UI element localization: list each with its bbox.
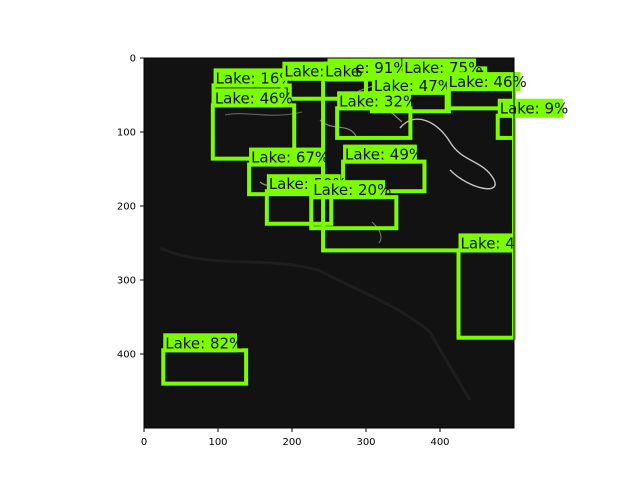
detection-label-bg (323, 61, 356, 81)
x-tick-label: 100 (208, 437, 227, 448)
detection-label-bg (213, 68, 288, 88)
satellite-image (144, 58, 514, 428)
detection-label: Lake: 49% (345, 146, 423, 164)
detection-label: Lake: 67% (251, 149, 329, 167)
detection-label-bg (458, 233, 516, 253)
detection-label-bg (163, 333, 238, 353)
x-tick-label: 300 (356, 437, 375, 448)
detection-labels: Lake: 91%Lake: 75%Lake: 16%Lake: 22%Lake… (163, 58, 569, 353)
y-tick-label: 300 (117, 276, 136, 287)
detection-label-bg (249, 147, 323, 167)
x-tick-label: 0 (141, 437, 147, 448)
x-tick-label: 200 (282, 437, 301, 448)
y-tick-label: 200 (117, 202, 136, 213)
detection-label: Lake: 4 (461, 234, 515, 252)
detection-label: Lake: 46% (215, 89, 293, 107)
y-tick-label: 400 (117, 350, 136, 361)
axes: 0 100 200 300 400 0 100 200 300 400 (117, 54, 515, 448)
terrain-shading (159, 246, 472, 401)
detection-label: Lake: 20% (313, 181, 391, 199)
y-tick-label: 0 (130, 54, 136, 65)
detection-label-bg (212, 88, 287, 108)
detection-label: Lake: 47% (374, 77, 452, 95)
bright-shoreline-7 (371, 221, 382, 244)
y-tick-label: 100 (117, 128, 136, 139)
detection-label-bg (343, 144, 417, 164)
bright-shoreline-1 (399, 118, 496, 190)
detection-label: Lake: 82% (165, 334, 243, 352)
detection-label: Lake: 9% (500, 100, 569, 118)
image-background (144, 58, 514, 428)
x-tick-label: 400 (430, 437, 449, 448)
detection-label-bg (371, 75, 446, 95)
detection-label: Lake: 46% (449, 73, 527, 91)
detection-label-bg (337, 91, 411, 111)
detection-label-bg (311, 180, 386, 200)
detection-label: Lake (325, 63, 360, 81)
detection-label: Lake: 16% (216, 69, 294, 87)
detection-label-bg (446, 72, 521, 92)
plot-frame (143, 57, 515, 429)
detection-label: Lake: 32% (339, 92, 417, 110)
